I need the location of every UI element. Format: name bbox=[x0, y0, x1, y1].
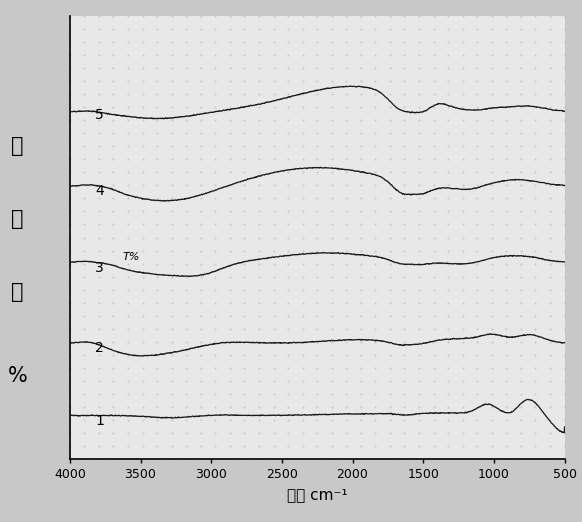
Text: T%: T% bbox=[122, 252, 140, 262]
Text: 2: 2 bbox=[95, 341, 104, 355]
Text: 3: 3 bbox=[95, 261, 104, 275]
Text: 过: 过 bbox=[11, 209, 24, 229]
X-axis label: 波数 cm⁻¹: 波数 cm⁻¹ bbox=[287, 487, 347, 502]
Text: 透: 透 bbox=[11, 136, 24, 156]
Text: 5: 5 bbox=[95, 108, 104, 122]
Text: 率: 率 bbox=[11, 282, 24, 302]
Text: 1: 1 bbox=[95, 414, 104, 428]
Text: %: % bbox=[8, 366, 27, 386]
Text: 4: 4 bbox=[95, 184, 104, 198]
